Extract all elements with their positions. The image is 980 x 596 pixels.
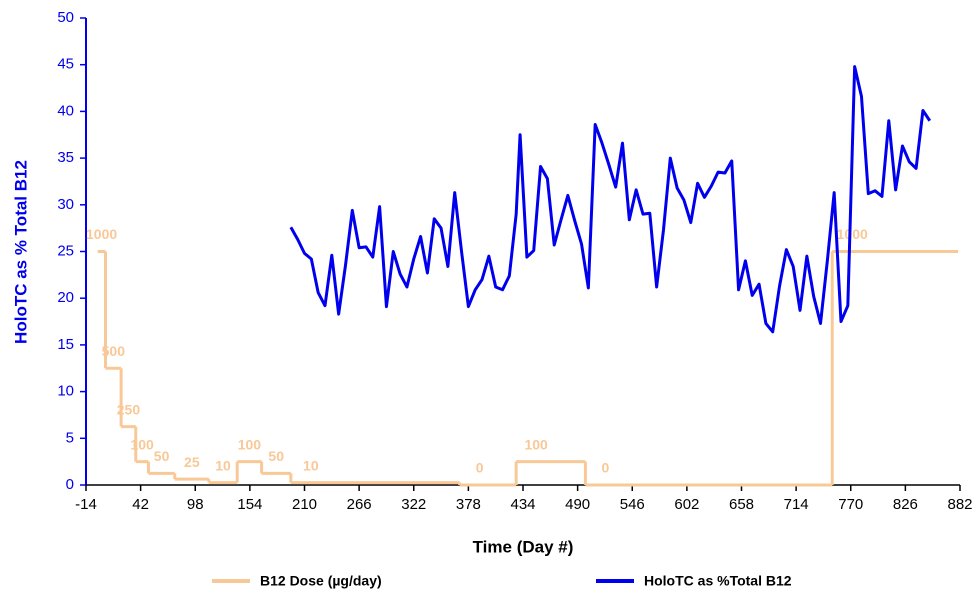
x-tick-label: 378 bbox=[456, 496, 481, 513]
x-tick-label: 546 bbox=[620, 496, 645, 513]
x-tick-label: 714 bbox=[784, 496, 809, 513]
x-tick-label: 322 bbox=[401, 496, 426, 513]
dose-label: 10 bbox=[303, 457, 319, 473]
dose-label: 0 bbox=[602, 460, 610, 476]
y-tick-label: 40 bbox=[57, 102, 74, 119]
y-tick-label: 10 bbox=[57, 383, 74, 400]
dose-label: 10 bbox=[215, 457, 231, 473]
x-tick-label: 154 bbox=[237, 496, 262, 513]
x-tick-label: 42 bbox=[132, 496, 149, 513]
dose-label: 1000 bbox=[837, 226, 868, 242]
x-tick-label: 98 bbox=[187, 496, 204, 513]
x-tick-label: 826 bbox=[893, 496, 918, 513]
x-tick-label: 434 bbox=[510, 496, 535, 513]
y-tick-label: 45 bbox=[57, 56, 74, 73]
y-tick-label: 30 bbox=[57, 196, 74, 213]
legend-label: HoloTC as %Total B12 bbox=[644, 573, 792, 589]
dose-label: 250 bbox=[117, 401, 141, 417]
y-tick-label: 0 bbox=[66, 476, 74, 493]
x-tick-label: 882 bbox=[947, 496, 972, 513]
y-tick-label: 25 bbox=[57, 242, 74, 259]
x-tick-label: 602 bbox=[674, 496, 699, 513]
dose-label: 100 bbox=[238, 436, 262, 452]
x-tick-label: 210 bbox=[292, 496, 317, 513]
dose-label: 1000 bbox=[86, 226, 117, 242]
dose-label: 500 bbox=[102, 343, 126, 359]
holotc-line bbox=[289, 65, 932, 334]
dose-label: 100 bbox=[524, 436, 548, 452]
dose-label: 50 bbox=[268, 448, 284, 464]
x-tick-label: 658 bbox=[729, 496, 754, 513]
dose-label: 0 bbox=[476, 460, 484, 476]
y-tick-label: 20 bbox=[57, 289, 74, 306]
dose-label: 25 bbox=[184, 454, 200, 470]
y-tick-label: 5 bbox=[66, 429, 74, 446]
legend-label: B12 Dose (µg/day) bbox=[260, 573, 382, 589]
y-tick-label: 35 bbox=[57, 149, 74, 166]
y-tick-label: 15 bbox=[57, 336, 74, 353]
x-axis-title: Time (Day #) bbox=[473, 537, 574, 556]
y-axis-title: HoloTC as % Total B12 bbox=[11, 160, 30, 344]
x-tick-label: -14 bbox=[75, 496, 97, 513]
dose-label: 50 bbox=[154, 448, 170, 464]
x-tick-label: 266 bbox=[347, 496, 372, 513]
x-tick-label: 770 bbox=[838, 496, 863, 513]
dose-label: 100 bbox=[130, 436, 154, 452]
y-tick-label: 50 bbox=[57, 9, 74, 26]
x-tick-label: 490 bbox=[565, 496, 590, 513]
